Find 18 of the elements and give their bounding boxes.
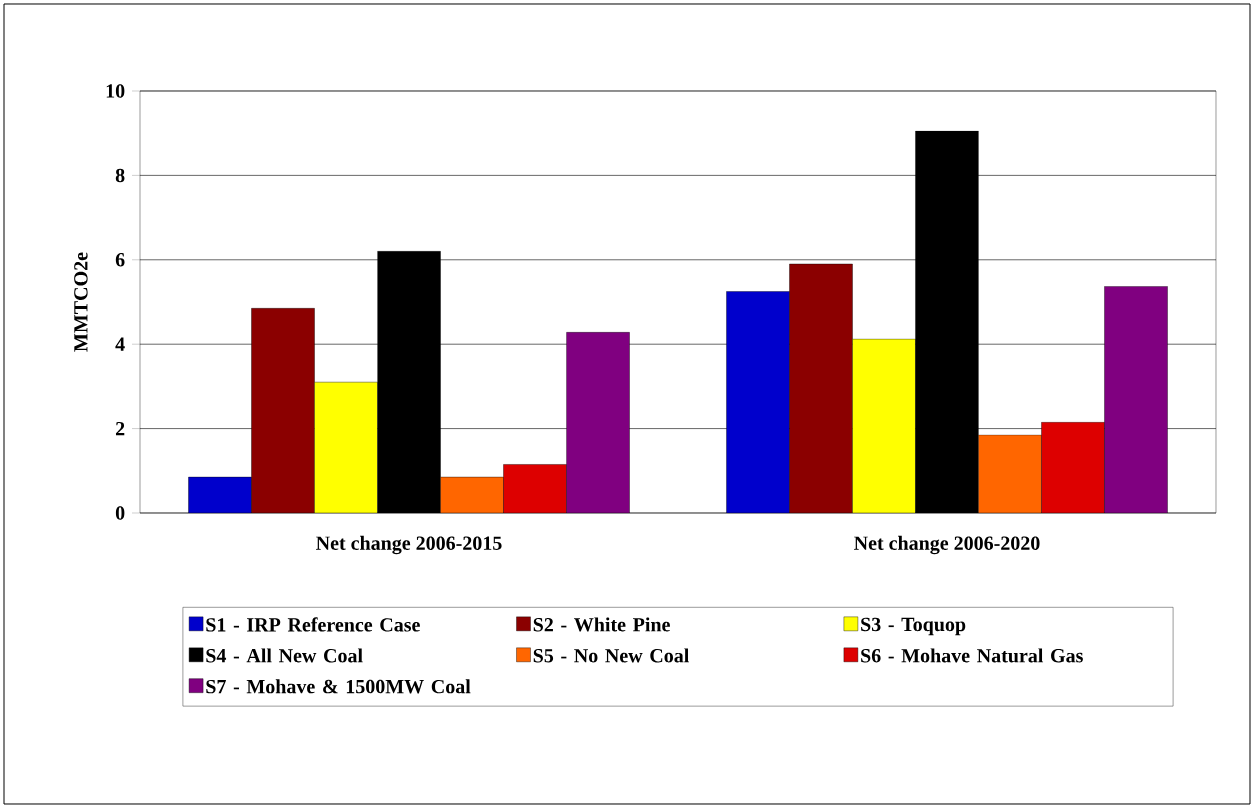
legend-label: S4 - All New Coal (206, 648, 363, 663)
legend-label: S3 - Toquop (861, 617, 966, 636)
y-tick-label: 4 (115, 337, 125, 351)
x-tick-label: Net change 2006-2020 (854, 535, 1040, 555)
legend-label: S5 - No New Coal (533, 648, 689, 663)
y-tick-label: 0 (115, 506, 125, 520)
y-tick-label: 8 (115, 168, 125, 183)
bar (251, 308, 315, 513)
y-tick-label: 6 (115, 253, 125, 267)
legend-label: S7 - Mohave & 1500MW Coal (206, 679, 471, 694)
y-tick-label: 2 (115, 421, 125, 436)
y-axis-title: MMTCO2e (74, 252, 88, 352)
legend-label: S6 - Mohave Natural Gas (861, 648, 1083, 663)
legend-label: S1 - IRP Reference Case (206, 617, 420, 632)
bar (789, 263, 853, 513)
x-tick-label: Net change 2006-2015 (316, 535, 502, 555)
legend-label: S2 - White Pine (533, 617, 670, 632)
y-tick-label: 10 (106, 84, 125, 98)
